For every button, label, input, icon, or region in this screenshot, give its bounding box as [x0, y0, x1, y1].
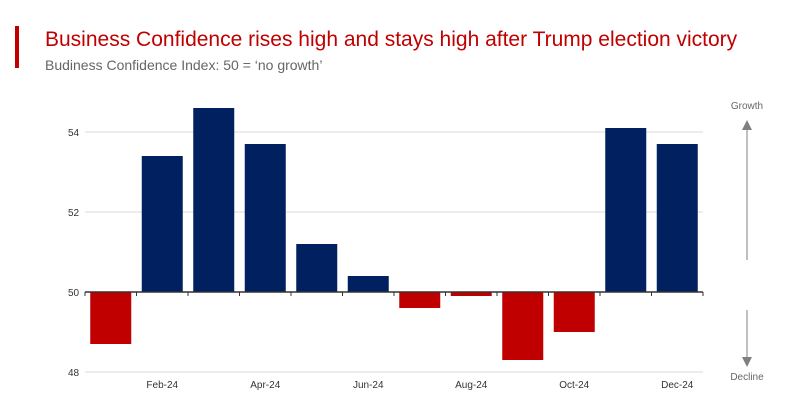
x-tick-label-oct-24: Oct-24: [559, 380, 589, 391]
bar-aug-24: [450, 292, 492, 296]
bar-mar-24: [193, 108, 235, 292]
y-tick-label-54: 54: [68, 128, 80, 139]
y-tick-label-50: 50: [68, 288, 80, 299]
bar-nov-24: [605, 128, 647, 292]
bar-feb-24: [141, 156, 183, 292]
y-tick-label-52: 52: [68, 208, 80, 219]
y-tick-label-48: 48: [68, 368, 80, 379]
bar-may-24: [296, 244, 338, 292]
x-tick-label-jun-24: Jun-24: [353, 380, 384, 391]
x-tick-label-dec-24: Dec-24: [661, 380, 694, 391]
bar-sep-24: [502, 292, 544, 360]
bar-jun-24: [347, 276, 389, 292]
bar-jan-24: [90, 292, 132, 344]
chart-subtitle: Budiness Confidence Index: 50 = ‘no grow…: [45, 57, 323, 73]
title-accent-bar: [15, 26, 19, 68]
x-tick-label-apr-24: Apr-24: [250, 380, 280, 391]
decline-arrow-head: [742, 357, 752, 367]
x-tick-label-aug-24: Aug-24: [455, 380, 488, 391]
chart-title: Business Confidence rises high and stays…: [45, 28, 738, 51]
bar-jul-24: [399, 292, 441, 308]
growth-arrow-head: [742, 120, 752, 130]
bar-dec-24: [656, 144, 698, 292]
decline-label: Decline: [730, 372, 764, 383]
x-tick-label-feb-24: Feb-24: [146, 380, 178, 391]
bar-apr-24: [244, 144, 286, 292]
bar-oct-24: [553, 292, 595, 332]
growth-label: Growth: [731, 101, 763, 112]
